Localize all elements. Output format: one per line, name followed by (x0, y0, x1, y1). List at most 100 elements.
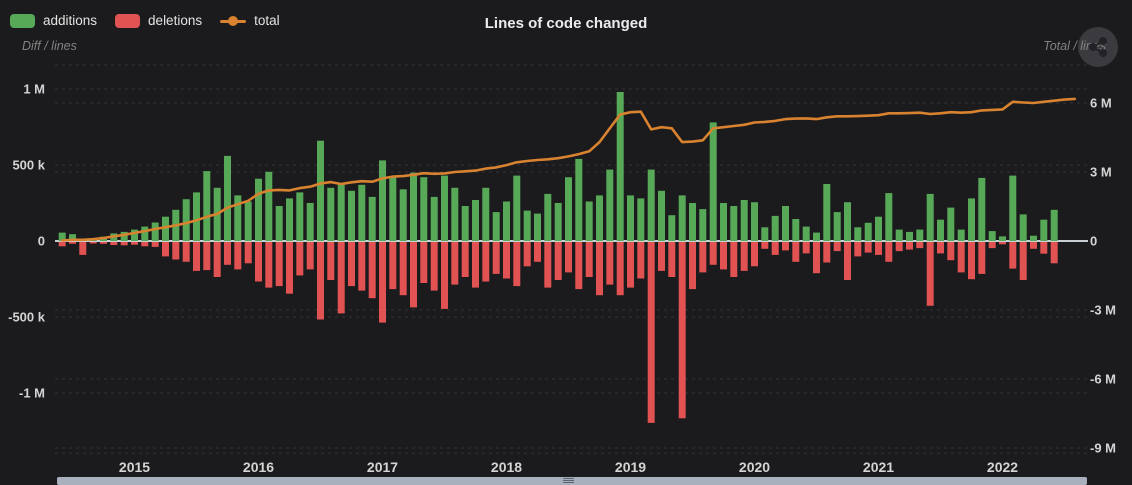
bar-deletions[interactable] (503, 242, 510, 279)
bar-additions[interactable] (358, 184, 366, 241)
bar-additions[interactable] (275, 206, 283, 241)
bar-deletions[interactable] (854, 242, 862, 257)
bar-additions[interactable] (554, 203, 562, 241)
bar-additions[interactable] (58, 232, 66, 241)
bar-additions[interactable] (255, 178, 262, 241)
bar-deletions[interactable] (926, 242, 934, 306)
bar-deletions[interactable] (472, 242, 479, 288)
bar-additions[interactable] (534, 213, 541, 241)
bar-additions[interactable] (141, 226, 149, 241)
bar-additions[interactable] (162, 216, 169, 241)
bar-additions[interactable] (885, 193, 893, 241)
bar-deletions[interactable] (689, 242, 696, 290)
bar-additions[interactable] (627, 195, 634, 241)
bar-additions[interactable] (782, 206, 789, 241)
bar-deletions[interactable] (957, 242, 965, 273)
bar-additions[interactable] (420, 177, 428, 241)
horizontal-scrollbar[interactable] (57, 477, 1087, 485)
bar-additions[interactable] (69, 234, 76, 241)
bar-deletions[interactable] (585, 242, 593, 277)
bar-additions[interactable] (730, 206, 738, 241)
bar-deletions[interactable] (906, 242, 913, 250)
bar-deletions[interactable] (647, 242, 655, 423)
bar-deletions[interactable] (709, 242, 717, 265)
bar-additions[interactable] (792, 219, 800, 241)
bar-deletions[interactable] (120, 242, 128, 246)
bar-additions[interactable] (327, 187, 335, 241)
bar-deletions[interactable] (802, 242, 810, 254)
bar-additions[interactable] (689, 203, 696, 241)
bar-additions[interactable] (802, 226, 810, 241)
bar-deletions[interactable] (317, 242, 324, 320)
bar-deletions[interactable] (999, 242, 1006, 245)
bar-additions[interactable] (875, 216, 882, 241)
bar-deletions[interactable] (492, 242, 500, 274)
bar-deletions[interactable] (554, 242, 562, 280)
legend-item-total[interactable]: total (220, 13, 280, 28)
bar-additions[interactable] (864, 222, 872, 241)
bar-additions[interactable] (978, 177, 986, 241)
bar-deletions[interactable] (616, 242, 624, 296)
legend-item-additions[interactable]: additions (10, 13, 97, 28)
bar-additions[interactable] (647, 169, 655, 241)
bar-deletions[interactable] (162, 242, 169, 257)
bar-additions[interactable] (658, 190, 665, 241)
bar-additions[interactable] (606, 169, 614, 241)
bar-deletions[interactable] (430, 242, 438, 291)
bar-deletions[interactable] (895, 242, 903, 252)
bar-additions[interactable] (968, 198, 975, 241)
bar-deletions[interactable] (740, 242, 748, 271)
bar-additions[interactable] (761, 227, 769, 241)
bar-additions[interactable] (306, 203, 314, 241)
bar-additions[interactable] (1050, 209, 1058, 241)
bar-deletions[interactable] (523, 242, 531, 267)
bar-deletions[interactable] (193, 242, 200, 271)
bar-additions[interactable] (410, 172, 417, 241)
bar-deletions[interactable] (461, 242, 469, 277)
bar-additions[interactable] (957, 229, 965, 241)
bar-deletions[interactable] (1019, 242, 1027, 280)
bar-additions[interactable] (317, 140, 324, 241)
bar-deletions[interactable] (399, 242, 407, 296)
bar-additions[interactable] (244, 201, 252, 242)
bar-deletions[interactable] (296, 242, 304, 276)
bar-additions[interactable] (451, 187, 459, 241)
bar-deletions[interactable] (1030, 242, 1037, 249)
bar-additions[interactable] (492, 212, 500, 241)
bar-deletions[interactable] (668, 242, 676, 277)
total-line[interactable] (60, 97, 1077, 242)
bar-deletions[interactable] (172, 242, 180, 260)
bar-deletions[interactable] (534, 242, 541, 262)
bar-deletions[interactable] (596, 242, 603, 296)
bar-deletions[interactable] (255, 242, 262, 282)
bar-additions[interactable] (120, 231, 128, 241)
bar-deletions[interactable] (720, 242, 727, 270)
bar-additions[interactable] (616, 92, 624, 241)
bar-deletions[interactable] (89, 242, 97, 244)
bar-additions[interactable] (637, 198, 645, 241)
bar-deletions[interactable] (410, 242, 417, 308)
bar-additions[interactable] (513, 175, 521, 241)
bar-deletions[interactable] (151, 242, 159, 247)
bar-additions[interactable] (999, 236, 1006, 241)
bar-additions[interactable] (151, 222, 159, 242)
bar-additions[interactable] (585, 201, 593, 242)
bar-additions[interactable] (1030, 235, 1037, 241)
bar-deletions[interactable] (441, 242, 448, 309)
bar-deletions[interactable] (182, 242, 190, 262)
bar-deletions[interactable] (978, 242, 986, 274)
bar-deletions[interactable] (751, 242, 758, 267)
bar-deletions[interactable] (833, 242, 841, 252)
bar-additions[interactable] (131, 229, 138, 241)
bar-additions[interactable] (337, 183, 345, 241)
bar-additions[interactable] (813, 232, 820, 241)
bar-additions[interactable] (472, 200, 479, 241)
bar-additions[interactable] (286, 198, 293, 241)
bar-additions[interactable] (430, 196, 438, 241)
bar-deletions[interactable] (141, 242, 149, 247)
bar-additions[interactable] (523, 210, 531, 241)
bar-additions[interactable] (1040, 219, 1048, 241)
bar-additions[interactable] (699, 209, 707, 241)
bar-deletions[interactable] (565, 242, 572, 273)
bar-additions[interactable] (988, 231, 996, 241)
